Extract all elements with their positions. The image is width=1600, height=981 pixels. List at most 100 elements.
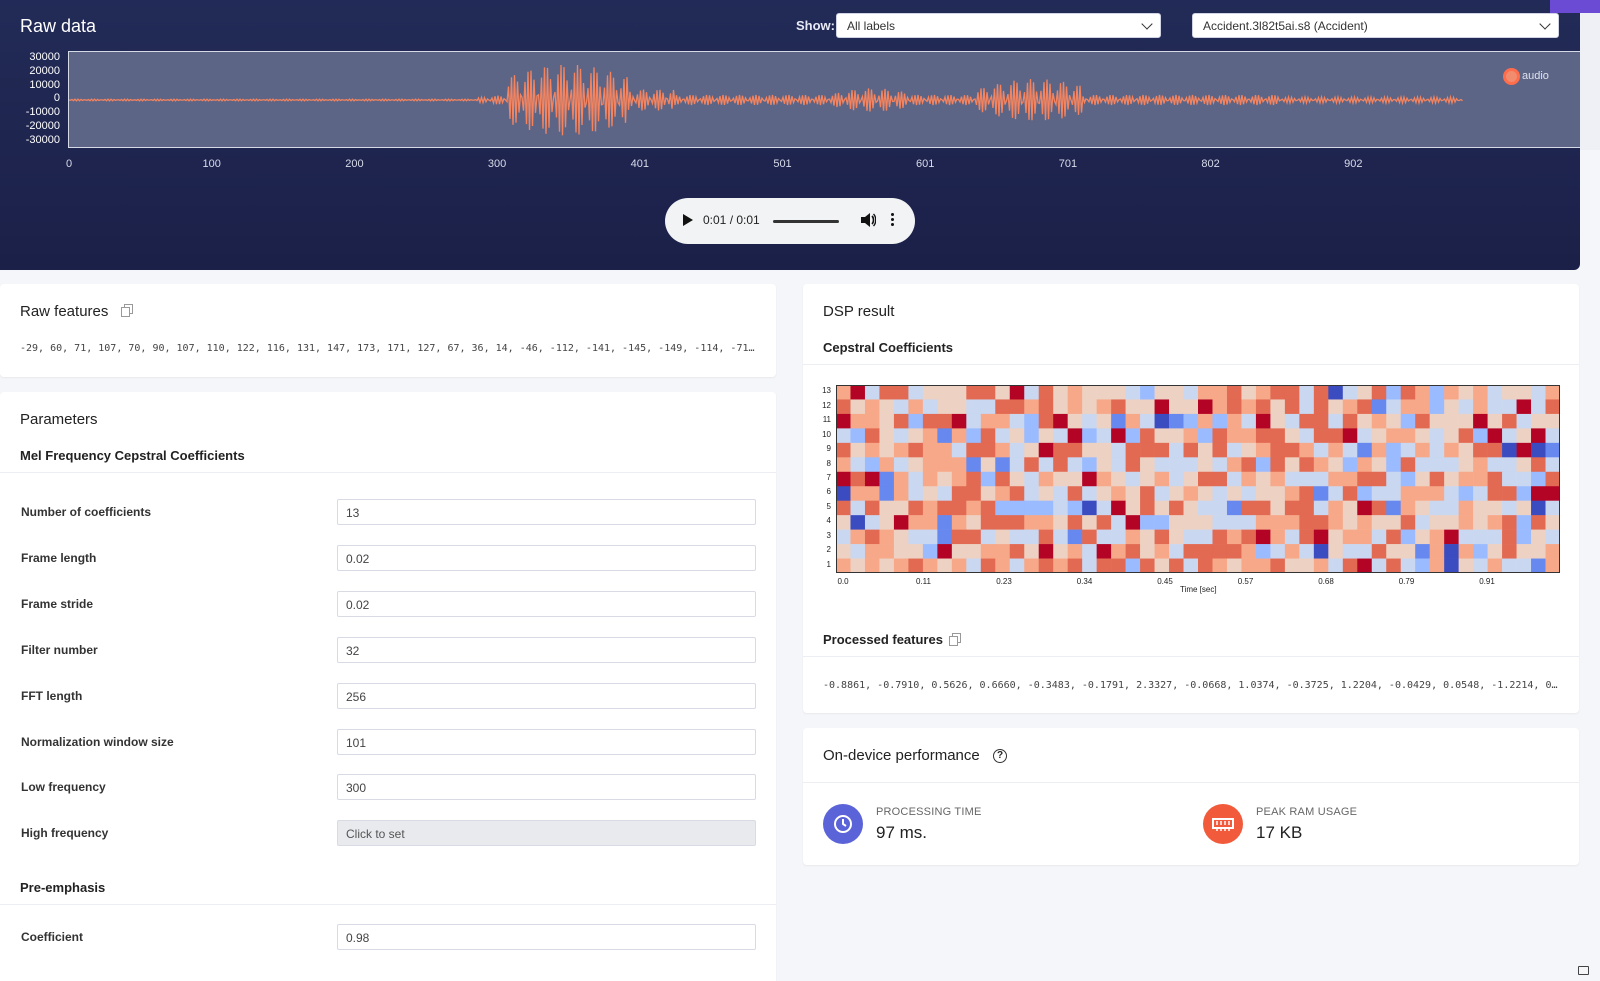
coefficient-label: Coefficient — [21, 930, 84, 944]
heatmap-cell — [1357, 471, 1373, 487]
heatmap-cell — [1429, 457, 1445, 473]
heatmap-cell — [1299, 486, 1315, 501]
feedback-icon[interactable] — [1578, 966, 1589, 975]
number-of-coefficients-input[interactable]: 13 — [337, 499, 756, 525]
heatmap-cell — [1502, 529, 1517, 545]
heatmap-cell — [1053, 486, 1068, 501]
heatmap-cell — [1328, 442, 1344, 458]
heatmap-cell — [995, 413, 1011, 429]
heatmap-cell — [864, 486, 880, 501]
heatmap-cell — [1038, 500, 1054, 516]
play-icon[interactable] — [683, 214, 693, 226]
heatmap-cell — [1545, 529, 1560, 545]
heatmap-cell — [1371, 486, 1387, 501]
copy-icon[interactable] — [121, 304, 133, 317]
top-right-tab[interactable] — [1550, 0, 1600, 13]
heatmap-cell — [1241, 471, 1257, 487]
heatmap-cell — [1241, 385, 1257, 400]
heatmap-cell — [995, 385, 1011, 400]
raw-features-values: -29, 60, 71, 107, 70, 90, 107, 110, 122,… — [20, 343, 760, 354]
heatmap-cell — [1487, 413, 1503, 429]
heatmap-cell — [1400, 385, 1416, 400]
heatmap-cell — [1183, 457, 1199, 473]
fft-length-input[interactable]: 256 — [337, 682, 756, 709]
raw-features-card: Raw features -29, 60, 71, 107, 70, 90, 1… — [0, 284, 776, 377]
normalization-window-size-input[interactable]: 101 — [337, 728, 756, 755]
normalization-window-size-label: Normalization window size — [21, 734, 174, 749]
heatmap-cell — [836, 558, 851, 573]
volume-icon[interactable] — [860, 211, 876, 229]
heatmap-cell — [1009, 385, 1025, 400]
heatmap-border — [836, 385, 1560, 573]
frame-length-input[interactable]: 0.02 — [337, 544, 756, 571]
heatmap-cell — [966, 413, 982, 429]
heatmap-cell — [995, 471, 1011, 487]
filter-number-input[interactable]: 32 — [337, 636, 756, 663]
waveform-y-tick: 20000 — [29, 64, 60, 77]
heatmap-cell — [1125, 515, 1141, 530]
more-vert-icon[interactable] — [891, 213, 895, 229]
heatmap-cell — [1473, 515, 1488, 530]
heatmap-cell — [1487, 544, 1503, 559]
heatmap-cell — [1198, 442, 1213, 458]
heatmap-cell — [1009, 442, 1025, 458]
legend-audio-dot-icon[interactable] — [1503, 68, 1520, 85]
heatmap-cell — [1270, 442, 1286, 458]
heatmap-cell — [893, 399, 909, 415]
heatmap-cell — [1255, 442, 1271, 458]
high-frequency-input[interactable]: Click to set — [337, 820, 756, 847]
heatmap-cell — [1371, 558, 1387, 573]
heatmap-cell — [1024, 442, 1040, 458]
heatmap-cell — [951, 413, 967, 429]
heatmap-y-tick: 10 — [822, 429, 831, 439]
waveform-plot[interactable] — [68, 51, 1580, 148]
heatmap-cell — [1038, 544, 1054, 559]
low-frequency-input[interactable]: 300 — [337, 774, 756, 801]
heatmap-cell — [1111, 457, 1126, 473]
heatmap-cell — [937, 413, 953, 429]
heatmap-y-tick: 6 — [826, 487, 831, 497]
heatmap-cell — [1038, 385, 1054, 400]
heatmap-cell — [1458, 413, 1474, 429]
heatmap-cell — [1009, 544, 1025, 559]
heatmap-cell — [1531, 544, 1546, 559]
heatmap-cell — [1487, 385, 1503, 400]
heatmap-cell — [1386, 399, 1402, 415]
heatmap-cell — [1067, 500, 1083, 516]
heatmap-cell — [951, 558, 967, 573]
help-icon[interactable]: ? — [993, 749, 1007, 763]
heatmap-cell — [1082, 428, 1097, 444]
audio-progress-bar[interactable] — [773, 220, 839, 223]
heatmap-cell — [995, 428, 1011, 444]
heatmap-cell — [1226, 558, 1242, 573]
heatmap-cell — [1154, 500, 1170, 516]
heatmap-cell — [850, 500, 866, 516]
heatmap-cell — [1284, 399, 1300, 415]
heatmap-cell — [1226, 486, 1242, 501]
heatmap-cell — [1009, 399, 1025, 415]
heatmap-cell — [1255, 529, 1271, 545]
heatmap-cell — [1386, 413, 1402, 429]
heatmap-cell — [1009, 529, 1025, 545]
heatmap-cell — [1053, 500, 1068, 516]
heatmap-cell — [937, 385, 953, 400]
audio-player[interactable]: 0:01 / 0:01 — [665, 198, 915, 244]
heatmap-cell — [1038, 442, 1054, 458]
heatmap-cell — [995, 500, 1011, 516]
heatmap-cell — [1140, 529, 1155, 545]
heatmap-cell — [836, 385, 851, 400]
heatmap-cell — [879, 457, 895, 473]
copy-icon[interactable] — [949, 633, 961, 646]
coefficient-input[interactable]: 0.98 — [337, 924, 756, 950]
frame-stride-input[interactable]: 0.02 — [337, 590, 756, 617]
waveform-y-tick: 10000 — [29, 78, 60, 91]
heatmap-cell — [966, 471, 982, 487]
heatmap-cell — [1328, 529, 1344, 545]
heatmap-cell — [1386, 544, 1402, 559]
heatmap-y-tick: 7 — [826, 473, 831, 482]
label-filter-select[interactable]: All labels — [836, 13, 1161, 38]
heatmap-cell — [1096, 500, 1112, 516]
sample-select[interactable]: Accident.3l82t5ai.s8 (Accident) — [1192, 13, 1559, 38]
heatmap-cell — [1516, 442, 1532, 458]
heatmap-cell — [1313, 428, 1329, 444]
